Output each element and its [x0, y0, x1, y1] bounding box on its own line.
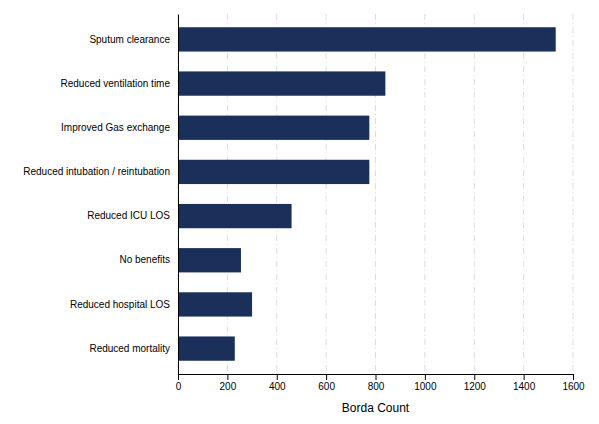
- bar: [178, 336, 235, 360]
- bars: [178, 27, 556, 360]
- x-tick-label: 1200: [464, 381, 487, 392]
- y-tick-label: Reduced ventilation time: [60, 78, 170, 89]
- y-tick: Reduced ICU LOS: [87, 210, 170, 221]
- grid-line: [523, 14, 524, 374]
- x-tick-label: 1600: [562, 381, 585, 392]
- bar: [178, 160, 369, 184]
- grid-line: [178, 14, 179, 374]
- bar: [178, 248, 241, 272]
- x-tick-mark: [524, 374, 525, 380]
- grid-line: [375, 14, 376, 374]
- x-tick-label: 400: [269, 381, 286, 392]
- grid-line: [326, 14, 327, 374]
- x-tick-label: 0: [176, 381, 182, 392]
- y-tick: Reduced hospital LOS: [70, 299, 170, 310]
- chart: 0 200 400 600 800 1000 1200 1400 1600 Reduced mor…: [0, 0, 599, 424]
- x-tick-mark: [326, 374, 327, 380]
- grid-line: [573, 14, 574, 374]
- grid-line: [276, 14, 277, 374]
- grid-line: [227, 14, 228, 374]
- y-axis: Reduced mortality Reduced hospital LOS No …: [23, 15, 178, 375]
- y-tick-label: No benefits: [119, 254, 170, 265]
- x-tick-mark: [474, 374, 475, 380]
- y-tick: Sputum clearance: [89, 34, 170, 45]
- grid-line: [474, 14, 475, 374]
- y-tick: No benefits: [119, 254, 170, 265]
- bar: [178, 116, 369, 140]
- x-tick-label: 200: [220, 381, 237, 392]
- x-tick-label: 1000: [414, 381, 437, 392]
- x-tick-mark: [425, 374, 426, 380]
- x-tick: 1600: [562, 374, 585, 392]
- y-tick: Reduced intubation / reintubation: [23, 166, 170, 177]
- y-tick-label: Reduced hospital LOS: [70, 299, 170, 310]
- x-tick: 0: [176, 374, 182, 392]
- bar: [178, 71, 385, 95]
- x-tick: 1200: [464, 374, 487, 392]
- x-tick-mark: [277, 374, 278, 380]
- x-axis: 0 200 400 600 800 1000 1200 1400 1600: [176, 374, 585, 392]
- x-tick: 200: [220, 374, 237, 392]
- y-tick: Reduced mortality: [89, 343, 170, 354]
- bar: [178, 292, 252, 316]
- y-tick: Improved Gas exchange: [61, 122, 170, 133]
- x-tick-label: 1400: [513, 381, 536, 392]
- bar: [178, 27, 556, 51]
- x-axis-title: Borda Count: [342, 401, 410, 415]
- y-axis-line: [178, 15, 179, 375]
- x-tick-label: 800: [368, 381, 385, 392]
- x-tick: 600: [318, 374, 335, 392]
- x-tick: 400: [269, 374, 286, 392]
- y-tick-label: Reduced intubation / reintubation: [23, 166, 170, 177]
- bar: [178, 204, 292, 228]
- y-tick: Reduced ventilation time: [60, 78, 170, 89]
- x-tick-mark: [573, 374, 574, 380]
- x-tick-mark: [376, 374, 377, 380]
- x-tick-label: 600: [318, 381, 335, 392]
- grid-line: [424, 14, 425, 374]
- y-tick-label: Reduced mortality: [89, 343, 170, 354]
- x-tick: 1400: [513, 374, 536, 392]
- y-tick-label: Sputum clearance: [89, 34, 170, 45]
- x-axis-line: [179, 375, 574, 381]
- y-tick-label: Reduced ICU LOS: [87, 210, 170, 221]
- x-tick: 800: [368, 374, 385, 392]
- grid: [178, 14, 573, 374]
- x-tick-mark: [178, 374, 179, 380]
- x-tick-mark: [227, 374, 228, 380]
- x-tick: 1000: [414, 374, 437, 392]
- plot: 0 200 400 600 800 1000 1200 1400 1600 Reduced mor…: [23, 14, 585, 392]
- y-tick-label: Improved Gas exchange: [61, 122, 170, 133]
